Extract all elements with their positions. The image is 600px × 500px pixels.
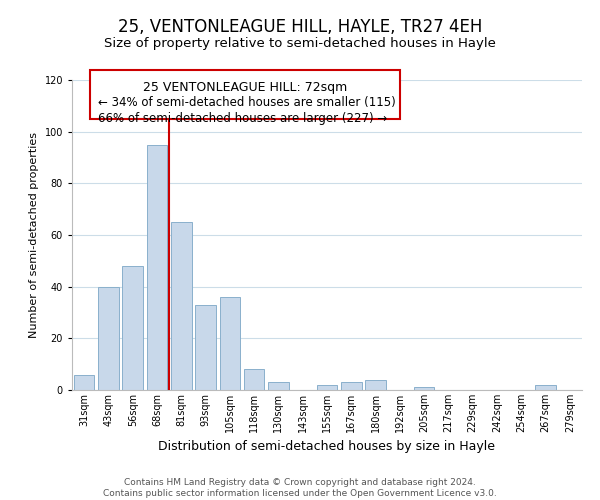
FancyBboxPatch shape [90,70,400,118]
Bar [74,374,94,390]
Bar [220,297,240,390]
Bar [244,370,265,390]
Bar [195,304,216,390]
Bar [122,266,143,390]
Bar [268,382,289,390]
Text: ← 34% of semi-detached houses are smaller (115): ← 34% of semi-detached houses are smalle… [98,96,395,109]
Text: 25 VENTONLEAGUE HILL: 72sqm: 25 VENTONLEAGUE HILL: 72sqm [143,80,347,94]
Bar [535,385,556,390]
Bar [365,380,386,390]
Y-axis label: Number of semi-detached properties: Number of semi-detached properties [29,132,39,338]
Bar [146,144,167,390]
Bar [414,388,434,390]
Text: 66% of semi-detached houses are larger (227) →: 66% of semi-detached houses are larger (… [98,112,387,124]
Text: Contains HM Land Registry data © Crown copyright and database right 2024.
Contai: Contains HM Land Registry data © Crown c… [103,478,497,498]
Bar [171,222,191,390]
Text: Size of property relative to semi-detached houses in Hayle: Size of property relative to semi-detach… [104,38,496,51]
Bar [98,286,119,390]
X-axis label: Distribution of semi-detached houses by size in Hayle: Distribution of semi-detached houses by … [158,440,496,454]
Bar [317,385,337,390]
Text: 25, VENTONLEAGUE HILL, HAYLE, TR27 4EH: 25, VENTONLEAGUE HILL, HAYLE, TR27 4EH [118,18,482,36]
Bar [341,382,362,390]
